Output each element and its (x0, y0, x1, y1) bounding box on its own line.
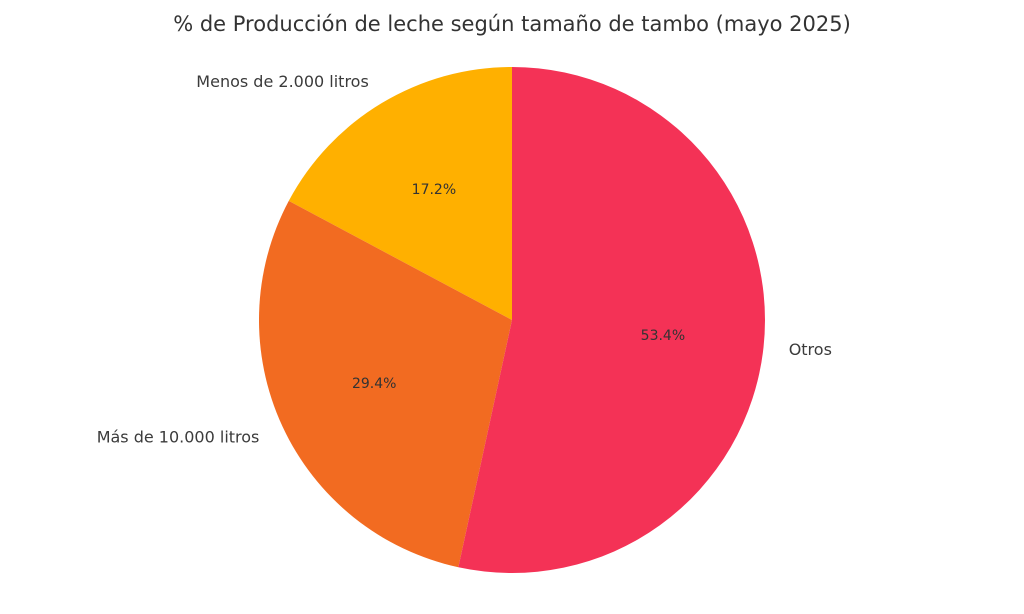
pie-slice-mas-de-10-000-litros (258, 200, 512, 568)
pie-labels: 17.2% Menos de 2.000 litros 29.4% Más de 10… (97, 72, 832, 446)
slice-label-menos-de-2-000-litros: Menos de 2.000 litros (196, 72, 369, 91)
pie-slice-menos-de-2-000-litros (288, 67, 512, 320)
slice-label-mas-de-10-000-litros: Más de 10.000 litros (97, 427, 260, 446)
chart-title: % de Producción de leche según tamaño de… (173, 12, 851, 36)
pct-label-otros: 53.4% (641, 328, 685, 344)
pct-label-mas-de-10-000-litros: 29.4% (352, 376, 396, 392)
pct-label-menos-de-2-000-litros: 17.2% (412, 182, 456, 198)
pie-slices (258, 67, 765, 573)
slice-label-otros: Otros (789, 340, 832, 359)
pie-slice-otros (458, 67, 765, 573)
